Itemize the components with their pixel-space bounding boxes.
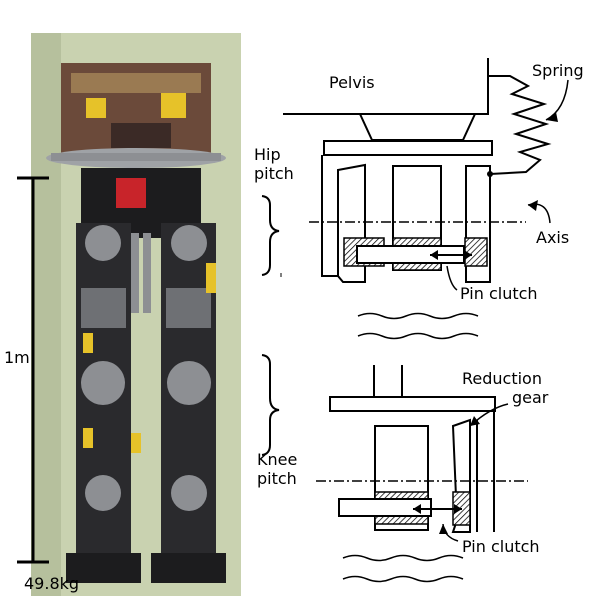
robot-left-foot bbox=[66, 553, 141, 583]
robot-red-part bbox=[116, 178, 146, 208]
knee-brace bbox=[261, 354, 280, 456]
reduction-gear-label-line1: Reduction bbox=[462, 369, 542, 388]
robot-photo bbox=[31, 33, 241, 596]
knee-pin bbox=[338, 498, 432, 517]
hip-diagram bbox=[283, 58, 569, 340]
pin-clutch-bottom-label: Pin clutch bbox=[462, 537, 540, 556]
pelvis-mount bbox=[359, 113, 476, 141]
knee-pitch-label-line1: Knee bbox=[257, 450, 298, 469]
knee-plate bbox=[329, 396, 496, 412]
axis-label: Axis bbox=[536, 228, 570, 247]
pelvis-frame bbox=[283, 58, 489, 115]
height-label: 1m bbox=[4, 348, 30, 367]
spring bbox=[488, 75, 552, 175]
hip-brace bbox=[261, 195, 280, 276]
hip-pitch-label-line1: Hip bbox=[254, 145, 281, 164]
knee-pitch-label-line2: pitch bbox=[257, 469, 297, 488]
reduction-gear-label-line2: gear bbox=[512, 388, 549, 407]
knee-diagram bbox=[316, 365, 528, 583]
hip-plate bbox=[323, 140, 493, 156]
weight-label: 49.8kg bbox=[24, 574, 80, 593]
hip-pitch-label-line2: pitch bbox=[254, 164, 294, 183]
spring-label: Spring bbox=[532, 61, 584, 80]
robot-right-foot bbox=[151, 553, 226, 583]
height-scale-bar bbox=[17, 176, 49, 564]
pelvis-label: Pelvis bbox=[329, 73, 375, 92]
pin-clutch-top-label: Pin clutch bbox=[460, 284, 538, 303]
